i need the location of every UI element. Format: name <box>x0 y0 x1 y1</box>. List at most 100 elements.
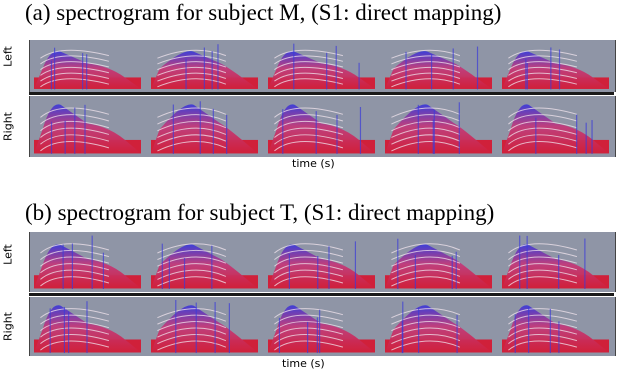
harmonic-line <box>157 120 227 132</box>
channel-label-left-a: Left <box>1 46 15 67</box>
syllable-envelope <box>151 244 258 289</box>
harmonic-line <box>157 134 227 145</box>
harmonic-line <box>391 141 461 152</box>
harmonic-line <box>391 314 461 325</box>
harmonic-line <box>274 327 344 338</box>
harmonic-line <box>391 61 461 71</box>
harmonic-line <box>157 78 227 88</box>
harmonic-line <box>508 114 578 125</box>
harmonic-line <box>40 276 110 287</box>
xlabel-panel-a: time (s) <box>292 157 335 170</box>
harmonic-line <box>40 120 110 132</box>
harmonic-line <box>157 276 227 287</box>
spectrogram-right-b <box>29 297 616 356</box>
harmonic-line <box>40 107 110 118</box>
harmonic-line <box>157 243 227 254</box>
harmonic-line <box>40 55 110 65</box>
harmonic-line <box>508 321 578 332</box>
harmonic-line <box>274 78 344 88</box>
syllable-envelope <box>268 244 375 289</box>
syllable-envelope <box>502 104 609 154</box>
harmonic-line <box>508 327 578 338</box>
harmonic-line <box>274 72 344 82</box>
harmonic-line <box>274 120 344 132</box>
harmonic-line <box>274 321 344 332</box>
harmonic-line <box>391 55 461 65</box>
syllable-envelope <box>385 51 492 89</box>
channel-divider-a <box>29 92 614 95</box>
spectrogram-left-a <box>29 40 616 92</box>
harmonic-line <box>274 269 344 280</box>
harmonic-line <box>157 249 227 261</box>
channel-label-right-b: Right <box>1 312 15 341</box>
syllable-envelope <box>34 244 141 289</box>
harmonic-line <box>274 314 344 325</box>
harmonic-line <box>40 134 110 145</box>
harmonic-line <box>508 340 578 351</box>
harmonic-line <box>40 334 110 344</box>
harmonic-line <box>40 263 110 274</box>
harmonic-line <box>391 321 461 332</box>
harmonic-line <box>40 327 110 338</box>
harmonic-line <box>157 55 227 65</box>
harmonic-line <box>274 127 344 138</box>
harmonic-line <box>157 256 227 267</box>
spectrogram-right-a-svg <box>34 101 609 154</box>
harmonic-line <box>157 49 227 59</box>
harmonic-line <box>274 243 344 254</box>
harmonic-line <box>274 249 344 260</box>
harmonic-line <box>157 263 227 274</box>
harmonic-line <box>40 314 110 325</box>
harmonic-line <box>508 72 578 82</box>
harmonic-line <box>508 78 578 88</box>
harmonic-line <box>40 340 110 351</box>
harmonic-line <box>508 55 578 65</box>
harmonic-line <box>40 127 110 138</box>
channel-divider-b <box>29 293 614 296</box>
syllable-envelope <box>268 305 375 353</box>
harmonic-line <box>40 72 110 82</box>
harmonic-line <box>157 340 227 351</box>
harmonic-line <box>508 66 578 76</box>
harmonic-line <box>274 263 344 274</box>
harmonic-line <box>508 61 578 71</box>
harmonic-line <box>40 256 110 267</box>
harmonic-line <box>391 49 461 59</box>
harmonic-line <box>508 263 578 274</box>
spectrogram-right-a <box>29 96 616 157</box>
harmonic-line <box>157 314 227 325</box>
harmonic-line <box>508 334 578 344</box>
harmonic-line <box>157 66 227 76</box>
harmonic-line <box>508 308 578 319</box>
harmonic-line <box>391 120 461 132</box>
harmonic-line <box>40 78 110 88</box>
harmonic-line <box>157 334 227 345</box>
spectrogram-right-b-svg <box>34 299 609 354</box>
harmonic-line <box>391 72 461 82</box>
harmonic-line <box>508 314 578 325</box>
harmonic-line <box>391 66 461 76</box>
harmonic-line <box>274 134 344 145</box>
caption-panel-a: (a) spectrogram for subject M, (S1: dire… <box>25 0 502 25</box>
harmonic-line <box>157 114 227 125</box>
spectrogram-left-b <box>29 232 616 292</box>
channel-label-left-b: Left <box>1 244 15 265</box>
channel-label-right-a: Right <box>1 112 15 141</box>
spectrogram-left-b-svg <box>34 235 609 289</box>
harmonic-line <box>274 66 344 76</box>
harmonic-line <box>508 249 578 260</box>
harmonic-line <box>40 141 110 152</box>
harmonic-line <box>40 66 110 76</box>
harmonic-line <box>157 61 227 71</box>
harmonic-line <box>157 308 227 319</box>
caption-panel-b: (b) spectrogram for subject T, (S1: dire… <box>25 200 495 225</box>
harmonic-line <box>40 114 110 125</box>
harmonic-line <box>40 321 110 332</box>
harmonic-line <box>40 49 110 59</box>
harmonic-line <box>40 249 110 260</box>
harmonic-line <box>508 49 578 59</box>
spectrogram-left-a-svg <box>34 43 609 90</box>
harmonic-line <box>508 256 578 267</box>
harmonic-line <box>274 61 344 71</box>
syllable-envelope <box>385 244 492 289</box>
